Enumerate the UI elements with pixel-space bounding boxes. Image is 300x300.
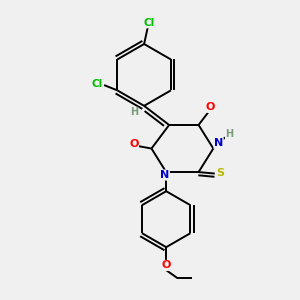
- Text: Cl: Cl: [92, 79, 103, 89]
- Text: H: H: [225, 129, 234, 139]
- Text: O: O: [161, 260, 171, 270]
- Text: N: N: [160, 170, 169, 180]
- Text: O: O: [205, 102, 214, 112]
- Text: S: S: [216, 168, 224, 178]
- Text: O: O: [129, 139, 139, 149]
- Text: N: N: [214, 138, 223, 148]
- Text: H: H: [130, 107, 138, 117]
- Text: Cl: Cl: [144, 18, 155, 28]
